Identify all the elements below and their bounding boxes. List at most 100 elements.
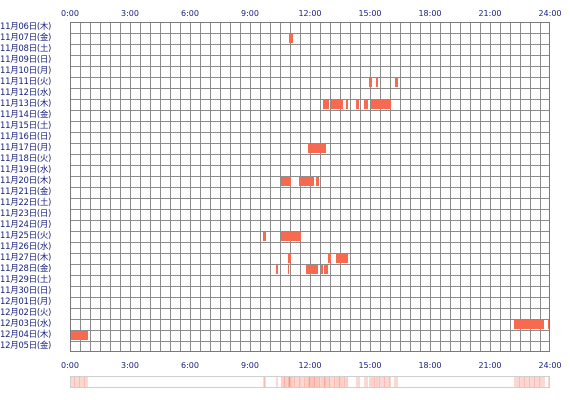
grid-column-line xyxy=(140,23,141,351)
grid-column-line xyxy=(400,23,401,351)
summary-segment xyxy=(82,377,85,387)
summary-segment xyxy=(322,377,325,387)
day-label: 11月23日(日) xyxy=(0,209,52,219)
summary-segment xyxy=(79,377,82,387)
summary-segment xyxy=(324,377,327,387)
day-label: 11月10日(月) xyxy=(0,66,52,76)
summary-segment xyxy=(326,377,329,387)
summary-segment xyxy=(379,377,382,387)
bottom-tick-label: 0:00 xyxy=(61,361,79,370)
summary-segment xyxy=(549,377,550,387)
summary-segment xyxy=(396,377,399,387)
day-label: 11月26日(水) xyxy=(0,242,52,252)
top-tick-label: 18:00 xyxy=(418,9,442,18)
day-label: 11月30日(日) xyxy=(0,286,52,296)
summary-segment xyxy=(74,377,77,387)
grid-column-line xyxy=(300,23,301,351)
summary-segment xyxy=(341,377,344,387)
activity-bar xyxy=(322,100,330,109)
summary-segment xyxy=(532,377,535,387)
summary-segment xyxy=(307,377,310,387)
bottom-tick-label: 3:00 xyxy=(121,361,139,370)
activity-bar xyxy=(289,34,293,43)
activity-bar xyxy=(346,100,348,109)
day-label: 12月04日(木) xyxy=(0,330,52,340)
day-label: 11月16日(日) xyxy=(0,132,52,142)
day-label: 12月02日(火) xyxy=(0,308,52,318)
grid-column-line xyxy=(160,23,161,351)
summary-segment xyxy=(309,377,312,387)
summary-segment xyxy=(394,377,397,387)
grid-column-line xyxy=(240,23,241,351)
summary-segment xyxy=(329,377,332,387)
summary-segment xyxy=(264,377,267,387)
top-tick-label: 9:00 xyxy=(241,9,259,18)
summary-segment xyxy=(294,377,297,387)
grid-column-line xyxy=(190,23,191,351)
summary-segment xyxy=(317,377,320,387)
grid-column-line xyxy=(260,23,261,351)
summary-segment xyxy=(281,377,284,387)
grid-column-line xyxy=(80,23,81,351)
day-label: 11月21日(金) xyxy=(0,187,52,197)
summary-segment xyxy=(344,377,347,387)
activity-bar xyxy=(356,100,360,109)
top-tick-label: 6:00 xyxy=(181,9,199,18)
grid-column-line xyxy=(330,23,331,351)
day-label: 11月08日(土) xyxy=(0,44,52,54)
top-tick-label: 12:00 xyxy=(298,9,322,18)
grid-column-line xyxy=(450,23,451,351)
summary-segment xyxy=(376,377,379,387)
grid-column-line xyxy=(540,23,541,351)
activity-bar xyxy=(364,100,368,109)
activity-bar xyxy=(299,177,315,186)
summary-segment xyxy=(526,377,529,387)
activity-bar xyxy=(307,144,326,153)
day-label: 11月15日(土) xyxy=(0,121,52,131)
day-label: 11月12日(水) xyxy=(0,88,52,98)
grid-column-line xyxy=(310,23,311,351)
grid-column-line xyxy=(230,23,231,351)
day-label: 11月11日(火) xyxy=(0,77,52,87)
summary-segment xyxy=(337,377,340,387)
summary-segment xyxy=(517,377,520,387)
summary-segment xyxy=(541,377,544,387)
grid-column-line xyxy=(270,23,271,351)
grid-column-line xyxy=(380,23,381,351)
activity-bar xyxy=(514,320,545,329)
summary-segment xyxy=(76,377,79,387)
day-label: 12月01日(月) xyxy=(0,297,52,307)
summary-segment xyxy=(316,377,319,387)
summary-segment xyxy=(356,377,359,387)
grid-column-line xyxy=(500,23,501,351)
summary-segment xyxy=(296,377,299,387)
grid-column-line xyxy=(90,23,91,351)
summary-segment xyxy=(519,377,522,387)
day-label: 11月24日(月) xyxy=(0,220,52,230)
grid-column-line xyxy=(220,23,221,351)
grid-column-line xyxy=(390,23,391,351)
summary-segment xyxy=(334,377,337,387)
summary-segment xyxy=(547,377,549,387)
summary-segment xyxy=(384,377,387,387)
top-tick-label: 0:00 xyxy=(61,9,79,18)
day-label: 11月19日(水) xyxy=(0,165,52,175)
summary-segment xyxy=(521,377,524,387)
activity-bar xyxy=(281,177,291,186)
summary-segment xyxy=(327,377,330,387)
summary-segment xyxy=(539,377,542,387)
day-label: 11月22日(土) xyxy=(0,198,52,208)
summary-segment xyxy=(86,377,89,387)
summary-segment xyxy=(374,377,377,387)
activity-bar xyxy=(262,232,266,241)
activity-bar xyxy=(395,78,398,87)
summary-segment xyxy=(342,377,345,387)
activity-bar xyxy=(547,320,549,329)
summary-segment xyxy=(77,377,80,387)
summary-segment xyxy=(306,377,309,387)
top-tick-label: 24:00 xyxy=(538,9,562,18)
bottom-tick-label: 21:00 xyxy=(478,361,502,370)
summary-segment xyxy=(366,377,369,387)
grid-column-line xyxy=(520,23,521,351)
grid-column-line xyxy=(180,23,181,351)
